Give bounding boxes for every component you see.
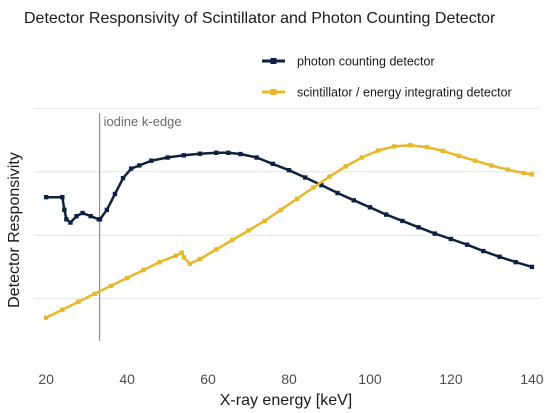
series-1-point-20 — [327, 174, 332, 179]
series-0-point-20 — [226, 150, 231, 155]
series-0-point-23 — [270, 161, 276, 167]
series-0-point-6 — [80, 210, 85, 216]
series-1-point-26 — [424, 144, 429, 150]
series-0-point-18 — [197, 151, 203, 156]
series-1-point-30 — [489, 163, 494, 168]
series-0-point-36 — [481, 248, 486, 254]
series-1-point-24 — [392, 144, 397, 149]
series-0-point-16 — [165, 155, 170, 160]
series-0-point-12 — [120, 175, 126, 181]
series-1-point-18 — [294, 196, 300, 201]
series-0-point-32 — [416, 225, 421, 230]
series-1-point-1 — [60, 307, 65, 312]
series-0-point-3 — [64, 217, 69, 222]
series-0-point-22 — [254, 155, 259, 160]
series-1-point-13 — [213, 247, 219, 252]
x-tick-140: 140 — [520, 371, 544, 387]
series-1-point-23 — [375, 148, 381, 153]
series-1-point-14 — [230, 237, 235, 243]
series-1-point-29 — [473, 158, 478, 163]
series-1-point-19 — [311, 185, 316, 190]
series-0-point-15 — [149, 158, 154, 163]
series-1-point-0 — [43, 315, 49, 320]
x-tick-20: 20 — [38, 371, 54, 387]
legend-label-scintillator: scintillator / energy integrating detect… — [297, 86, 512, 100]
series-1-point-10 — [181, 255, 186, 260]
series-1-point-28 — [456, 153, 462, 159]
legend: photon counting detector scintillator / … — [262, 55, 512, 100]
x-tick-60: 60 — [200, 371, 216, 387]
x-tick-100: 100 — [358, 371, 382, 387]
series-0-point-34 — [448, 236, 454, 242]
series-0-point-21 — [238, 151, 243, 157]
legend-item-photon: photon counting detector — [262, 55, 435, 69]
series-0-point-31 — [400, 218, 405, 224]
series-0-point-4 — [68, 220, 73, 225]
series-0-point-7 — [88, 213, 93, 219]
series-0-point-14 — [137, 163, 142, 168]
series-0-point-37 — [497, 254, 502, 259]
series-1-point-7 — [157, 259, 162, 265]
series-1-point-21 — [343, 164, 348, 169]
series-0-point-28 — [351, 198, 356, 203]
series-line-0 — [46, 151, 533, 269]
series-0-point-17 — [181, 153, 186, 158]
legend-marker-scintillator — [270, 89, 277, 95]
series-1-point-27 — [440, 148, 446, 154]
series-0-point-13 — [128, 166, 134, 171]
legend-item-scintillator: scintillator / energy integrating detect… — [262, 86, 512, 100]
series-1-point-11 — [187, 261, 193, 266]
x-axis-title: X-ray energy [keV] — [220, 392, 353, 409]
series-1-point-12 — [197, 256, 203, 262]
series-0-point-10 — [104, 207, 110, 213]
series-line-1 — [45, 143, 533, 319]
series-1-point-5 — [124, 275, 130, 281]
series-0-point-19 — [213, 150, 219, 155]
x-tick-40: 40 — [119, 371, 135, 387]
series-0-point-29 — [367, 205, 373, 210]
x-tick-80: 80 — [281, 371, 297, 387]
legend-marker-photon — [270, 58, 277, 64]
kedge-label: iodine k-edge — [104, 114, 182, 129]
series-0-point-38 — [513, 259, 518, 265]
series-1-point-2 — [76, 299, 81, 304]
series-0-point-33 — [432, 231, 437, 236]
series-1-point-9 — [179, 250, 184, 255]
series-0-point-5 — [74, 213, 79, 219]
series-1-point-8 — [173, 253, 178, 259]
series-lines — [43, 142, 535, 320]
series-0-point-39 — [529, 264, 535, 270]
chart-title: Detector Responsivity of Scintillator an… — [24, 10, 496, 27]
series-0-point-26 — [319, 182, 324, 188]
series-1-point-4 — [108, 283, 114, 289]
series-0-point-30 — [383, 212, 389, 217]
series-1-point-33 — [529, 172, 535, 177]
series-0-point-0 — [43, 194, 49, 200]
kedge-annotation: iodine k-edge — [98, 113, 182, 341]
y-axis-title: Detector Responsivity — [6, 152, 23, 308]
series-1-point-22 — [359, 155, 365, 160]
series-0-point-2 — [62, 207, 67, 213]
series-0-point-9 — [97, 217, 103, 222]
series-1-point-25 — [408, 142, 413, 148]
series-1-point-15 — [246, 228, 251, 233]
series-1-point-6 — [141, 267, 146, 273]
series-1-point-3 — [92, 291, 97, 297]
series-1-point-31 — [505, 167, 510, 172]
x-tick-120: 120 — [439, 371, 463, 387]
series-1-point-16 — [262, 218, 267, 224]
series-0-point-11 — [112, 191, 118, 197]
x-tick-labels: 20 40 60 80 100 120 140 — [38, 371, 543, 387]
series-0-point-24 — [286, 168, 292, 173]
series-0-point-25 — [303, 175, 308, 180]
series-0-point-1 — [60, 194, 65, 200]
legend-label-photon: photon counting detector — [297, 55, 435, 69]
series-0-point-35 — [464, 242, 470, 247]
series-0-point-27 — [335, 190, 340, 196]
series-1-point-32 — [521, 170, 527, 176]
series-1-point-17 — [278, 207, 284, 213]
